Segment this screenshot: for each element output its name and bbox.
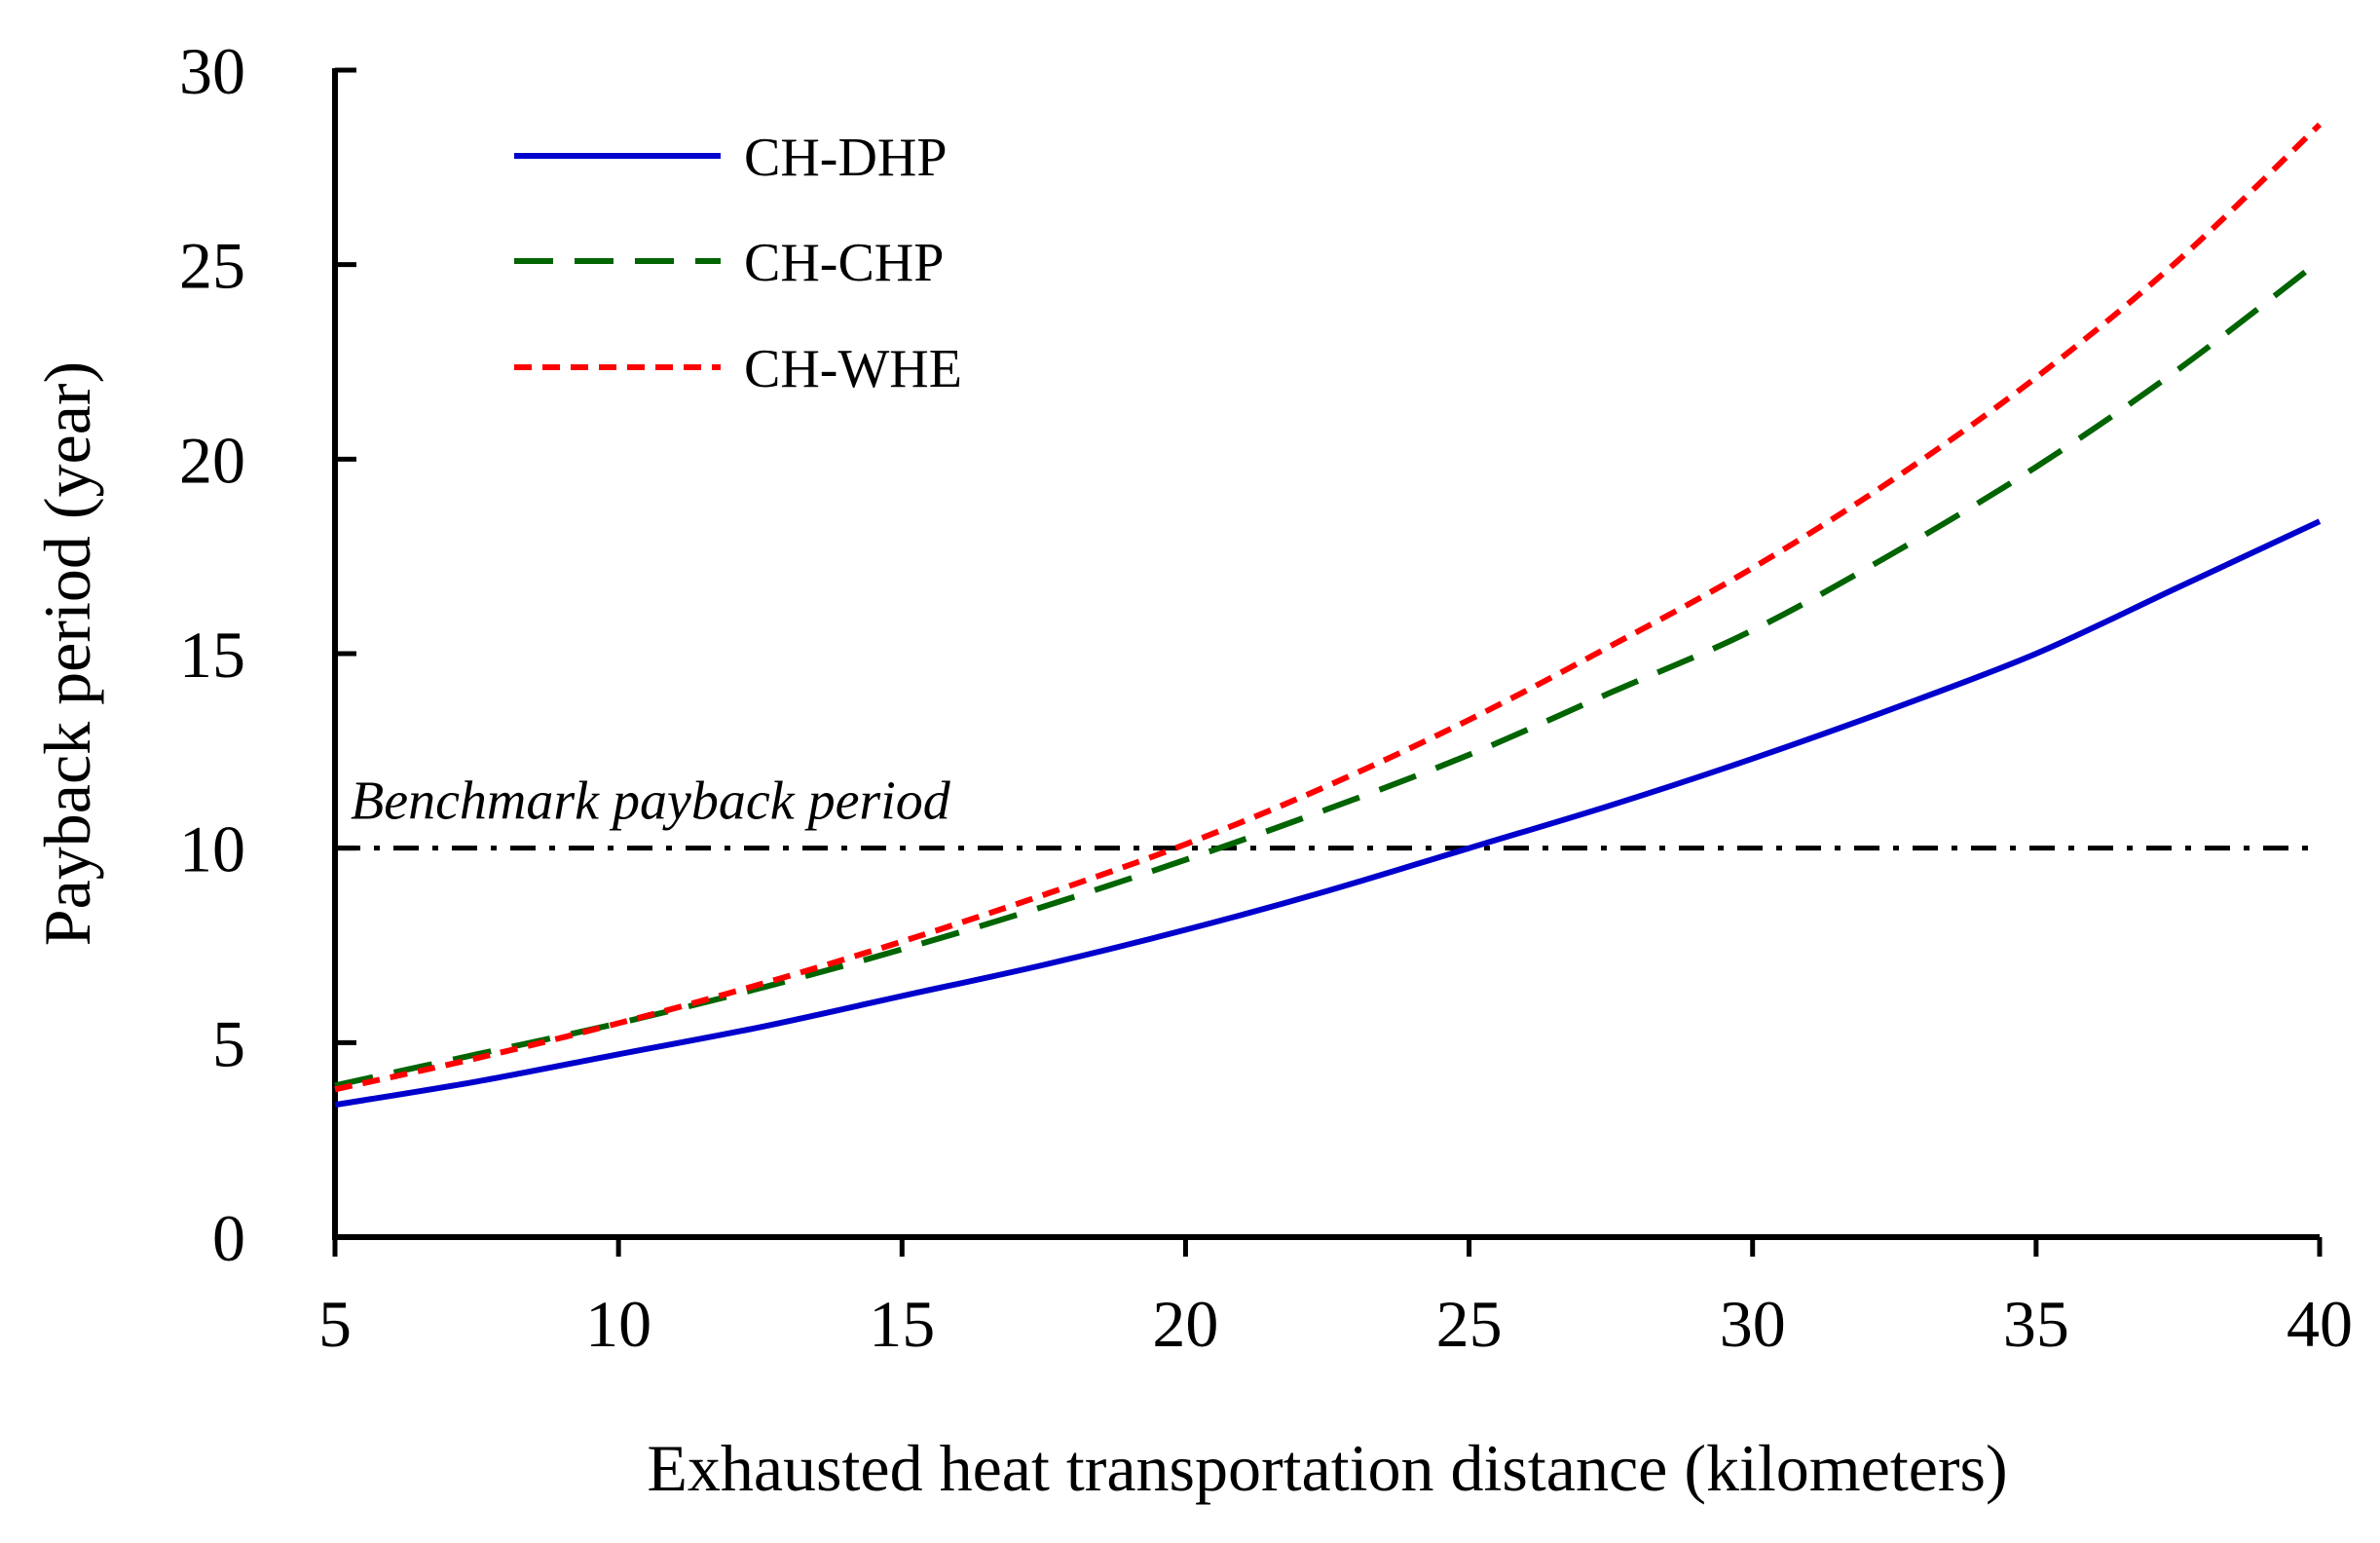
legend-label-ch-chp: CH-CHP [744,233,944,293]
x-axis-title: Exhausted heat transportation distance (… [647,1431,2007,1505]
series-line-ch-whe [334,122,2323,1093]
y-tick-label: 25 [179,229,245,303]
x-tick-label: 35 [2003,1287,2069,1361]
y-tick-label: 20 [179,423,245,497]
y-tick-label: 10 [179,812,245,886]
x-tick-label: 20 [1152,1287,1218,1361]
x-tick-label: 15 [869,1287,935,1361]
legend: CH-DHP CH-CHP CH-WHE [514,128,962,399]
x-tick-label: 5 [318,1287,352,1361]
series-line-ch-dhp [334,518,2322,1109]
legend-label-ch-dhp: CH-DHP [744,128,947,188]
series-lines [334,122,2323,1109]
x-tick-label: 10 [585,1287,651,1361]
x-tick-label: 40 [2287,1287,2353,1361]
y-tick-label: 30 [179,34,245,108]
y-tick-label: 0 [212,1201,245,1275]
legend-label-ch-whe: CH-WHE [744,339,962,399]
series-line-ch-chp [334,258,2322,1089]
x-tick-label: 25 [1436,1287,1503,1361]
y-tick-label: 5 [212,1006,245,1080]
y-tick-label: 15 [179,618,245,692]
benchmark-label: Benchmark payback period [351,772,951,832]
y-axis-title: Payback period (year) [30,361,104,946]
x-tick-label: 30 [1720,1287,1786,1361]
